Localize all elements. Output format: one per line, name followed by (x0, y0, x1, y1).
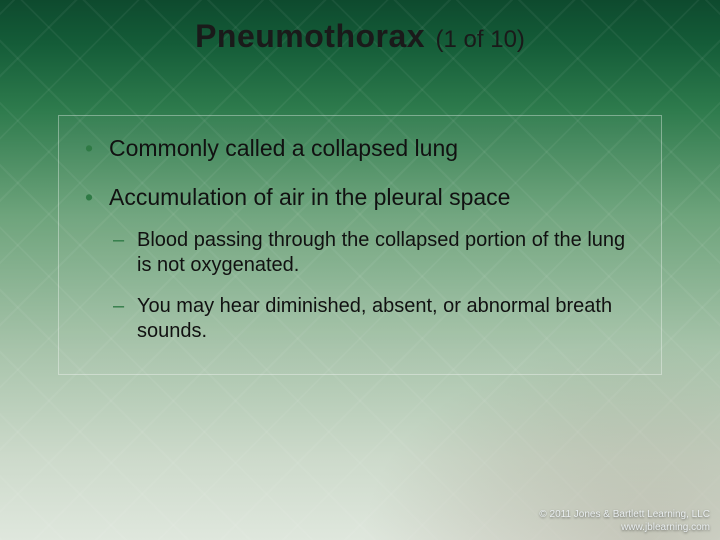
copyright-line: © 2011 Jones & Bartlett Learning, LLC (539, 509, 710, 522)
sub-bullet-list: Blood passing through the collapsed port… (109, 228, 639, 344)
list-item: You may hear diminished, absent, or abno… (109, 294, 639, 344)
list-item: Commonly called a collapsed lung (81, 134, 639, 163)
bullet-text: Commonly called a collapsed lung (109, 135, 458, 161)
content-box: Commonly called a collapsed lung Accumul… (58, 115, 662, 375)
title-main: Pneumothorax (195, 18, 425, 54)
slide-title: Pneumothorax (1 of 10) (0, 18, 720, 55)
bullet-list: Commonly called a collapsed lung Accumul… (81, 134, 639, 344)
title-sub: (1 of 10) (436, 26, 525, 53)
list-item: Accumulation of air in the pleural space… (81, 183, 639, 344)
slide: Pneumothorax (1 of 10) Commonly called a… (0, 0, 720, 540)
bullet-text: Blood passing through the collapsed port… (137, 229, 625, 276)
footer: © 2011 Jones & Bartlett Learning, LLC ww… (539, 509, 710, 534)
bullet-text: Accumulation of air in the pleural space (109, 184, 510, 210)
bullet-text: You may hear diminished, absent, or abno… (137, 295, 612, 342)
url-line: www.jblearning.com (539, 522, 710, 535)
list-item: Blood passing through the collapsed port… (109, 228, 639, 278)
